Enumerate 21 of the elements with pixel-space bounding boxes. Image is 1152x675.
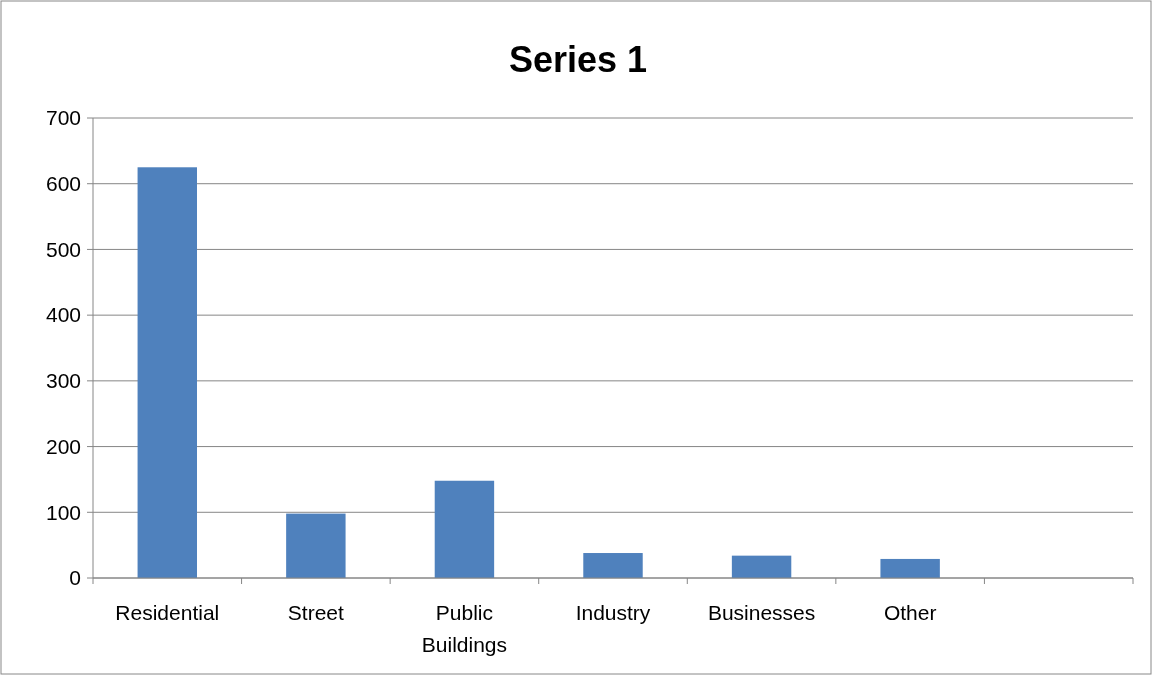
chart-title: Series 1: [508, 39, 648, 80]
bar: [434, 480, 495, 578]
x-tick-label: Residential: [115, 601, 220, 624]
bar: [880, 558, 940, 578]
bar: [583, 553, 643, 578]
x-tick-label: Street: [287, 601, 345, 624]
y-tick-label: 300: [45, 369, 81, 393]
y-tick-label: 700: [45, 106, 81, 130]
x-tick-label: Other: [883, 601, 937, 624]
x-tick-label: Industry: [575, 601, 651, 624]
y-tick-label: 600: [45, 172, 81, 196]
y-tick-label: 100: [45, 500, 81, 524]
x-tick-label: Public Buildings: [421, 601, 508, 656]
y-tick-label: 400: [45, 303, 81, 327]
bar: [286, 513, 346, 578]
y-tick-label: 0: [69, 566, 81, 590]
bar: [731, 555, 792, 578]
bar: [137, 167, 197, 578]
y-tick-label: 200: [45, 434, 81, 458]
y-tick-label: 500: [45, 237, 81, 261]
x-tick-label: Businesses: [707, 601, 816, 624]
